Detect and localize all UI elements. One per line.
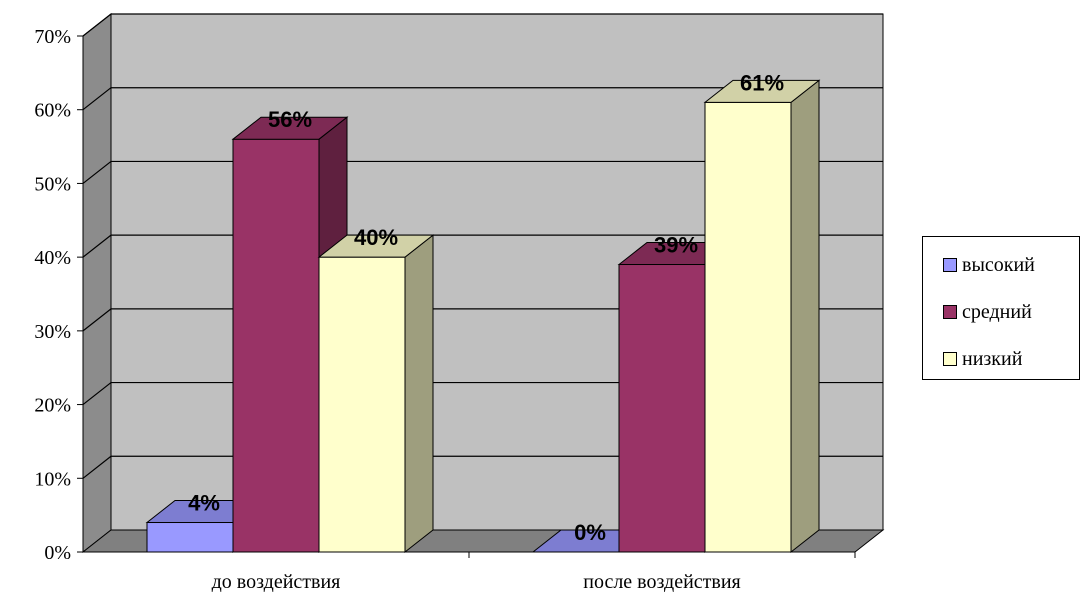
data-label: 39% <box>654 233 698 258</box>
gridline <box>82 160 883 184</box>
x-category-label: после воздействия <box>583 571 741 593</box>
chart-legend: высокий средний низкий <box>922 236 1080 380</box>
bar-high-before-front <box>146 522 234 553</box>
gridline <box>82 87 883 111</box>
y-tick-label: 70% <box>34 26 71 48</box>
bar-low-after-top <box>703 79 821 103</box>
bar-low-after-front <box>704 101 792 553</box>
y-tick-label: 20% <box>34 395 71 417</box>
bar-medium-after-front <box>618 264 706 553</box>
data-label: 4% <box>188 491 220 516</box>
legend-item-low: низкий <box>943 347 1022 371</box>
data-label: 56% <box>268 107 312 132</box>
gridline <box>82 13 883 37</box>
side-wall <box>82 12 112 554</box>
gridline <box>82 234 883 258</box>
bar-low-before-top <box>317 234 435 258</box>
data-label: 0% <box>574 520 606 545</box>
y-tick-label: 0% <box>44 542 71 564</box>
x-category-label: до воздействия <box>212 571 341 593</box>
legend-label-high: высокий <box>962 253 1035 276</box>
y-tick-label: 10% <box>34 468 71 490</box>
y-tick-label: 30% <box>34 321 71 343</box>
data-label: 61% <box>740 70 784 95</box>
legend-swatch-low <box>943 352 957 366</box>
y-tick-label: 40% <box>34 247 71 269</box>
legend-item-medium: средний <box>943 300 1032 324</box>
data-label: 40% <box>354 225 398 250</box>
legend-swatch-high <box>943 258 957 272</box>
y-tick-label: 50% <box>34 173 71 195</box>
legend-item-high: высокий <box>943 253 1035 277</box>
y-tick-label: 60% <box>34 100 71 122</box>
bar-low-before-front <box>318 256 406 553</box>
legend-swatch-medium <box>943 305 957 319</box>
legend-label-medium: средний <box>962 300 1032 323</box>
bar-low-before-side <box>404 234 434 554</box>
bar-medium-before-front <box>232 138 320 553</box>
legend-label-low: низкий <box>962 347 1023 370</box>
bar-medium-before-top <box>231 116 349 140</box>
bar-low-after-side <box>790 79 820 554</box>
